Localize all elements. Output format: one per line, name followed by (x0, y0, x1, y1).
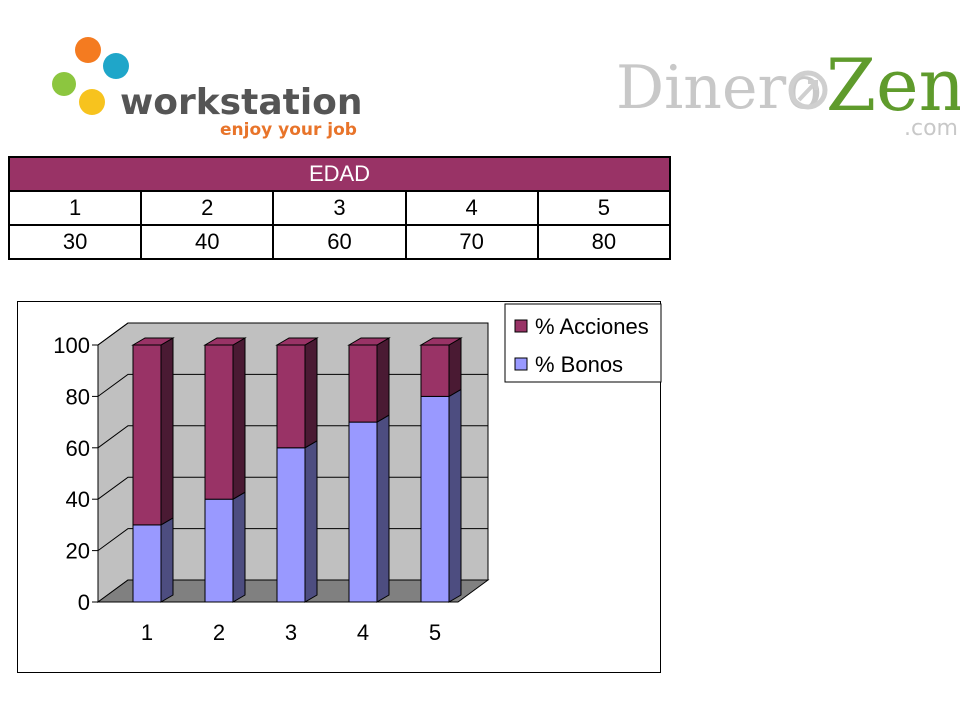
logo-arrow-path (797, 80, 818, 102)
bar-bonos (420, 395, 450, 603)
bar-bonos-side (304, 439, 318, 603)
legend-swatch (514, 319, 528, 333)
logo-com-text: .com (904, 116, 958, 141)
table-cell: 1 (7, 190, 143, 226)
bar-bonos-side (376, 414, 390, 603)
logo-tagline: enjoy your job (220, 120, 357, 140)
bar-acciones-side (448, 337, 462, 398)
table-cell: 30 (7, 224, 143, 260)
y-tick-label: 40 (66, 487, 90, 512)
logo-dinero-text: Dinero (616, 53, 822, 123)
dinerozen-logo: Dinero Zen .com (616, 43, 960, 141)
x-tick-label: 3 (285, 620, 297, 645)
bar-acciones-top (275, 337, 319, 346)
stacked-bar-chart: 0 20 40 60 80 100 1 2 3 4 5 % Acciones % Bonos (53, 303, 662, 645)
bar-acciones-side (376, 337, 390, 423)
bar-bonos (348, 421, 378, 603)
logo-bubble-orange (75, 37, 101, 63)
table-row: 1 2 3 4 5 (7, 190, 672, 226)
table-cell: 2 (140, 190, 275, 226)
table-header-row: EDAD (8, 156, 671, 192)
bar-acciones-top (419, 337, 463, 346)
edad-table: EDAD 1 2 3 4 5 30 40 60 70 80 (7, 156, 672, 260)
bar-bonos (132, 524, 162, 603)
bar-acciones (348, 344, 378, 423)
x-tick-label: 4 (357, 620, 369, 645)
chart-frame: 0 20 40 60 80 100 1 2 3 4 5 % Acciones % Bonos (17, 301, 662, 673)
y-tick-label: 60 (66, 436, 90, 461)
y-tick-label: 100 (53, 333, 90, 358)
bar-acciones (276, 344, 306, 449)
table-cell: 80 (536, 224, 672, 260)
logo-bubble-yellow (79, 89, 105, 115)
bar-acciones-side (160, 337, 174, 526)
table-cell: 3 (272, 190, 407, 226)
x-tick-label: 5 (429, 620, 441, 645)
bar-acciones-top (131, 337, 175, 346)
table-cell: 40 (140, 224, 275, 260)
bar-bonos (276, 447, 306, 603)
y-tick-label: 20 (66, 539, 90, 564)
logo-zen-text: Zen (826, 43, 960, 127)
bar-acciones-top (347, 337, 391, 346)
legend-label: % Bonos (535, 352, 623, 377)
bar-acciones-top (203, 337, 247, 346)
bar-bonos-side (448, 388, 462, 603)
legend-swatch (514, 357, 528, 371)
bar-bonos-side (160, 517, 174, 603)
y-tick-label: 0 (78, 590, 90, 615)
bar-bonos-side (232, 491, 246, 603)
table-cell: 60 (272, 224, 407, 260)
bar-acciones-side (232, 337, 246, 501)
legend-label: % Acciones (535, 314, 649, 339)
logo-workstation-text: workstation (120, 82, 363, 123)
table-cell: 4 (404, 190, 539, 226)
bar-acciones (132, 344, 162, 526)
table-row: 30 40 60 70 80 (7, 224, 672, 260)
bar-acciones (204, 344, 234, 500)
y-tick-label: 80 (66, 384, 90, 409)
x-tick-label: 1 (141, 620, 153, 645)
workstation-logo: workstation enjoy your job (52, 37, 363, 140)
table-cell: 5 (536, 190, 672, 226)
legend-box (504, 303, 662, 383)
logo-arrow-icon (788, 70, 828, 110)
x-tick-label: 2 (213, 620, 225, 645)
bar-acciones (420, 344, 450, 397)
logo-bubble-green (52, 72, 76, 96)
gridline (97, 322, 488, 346)
table-header-cell: EDAD (8, 156, 671, 192)
bar-acciones-side (304, 337, 318, 449)
logo-bubble-teal (103, 53, 129, 79)
table-cell: 70 (404, 224, 539, 260)
bar-bonos (204, 498, 234, 603)
